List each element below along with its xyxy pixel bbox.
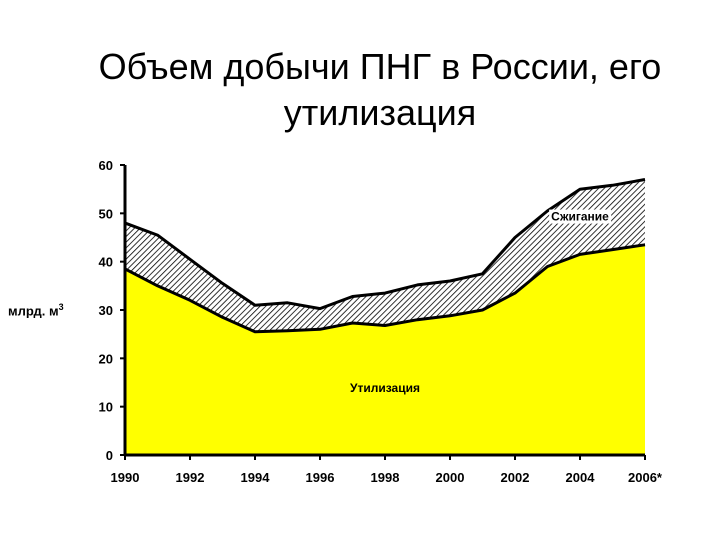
y-axis-label-superscript: 3 — [58, 302, 64, 312]
x-tick-label-1998: 1998 — [371, 470, 400, 485]
chart-title-line-1: Объем добычи ПНГ в России, его — [98, 46, 662, 87]
y-tick-label-30: 30 — [99, 303, 113, 318]
series-label-utilization: Утилизация — [350, 381, 420, 395]
x-tick-label-1992: 1992 — [176, 470, 205, 485]
x-tick-label-2004: 2004 — [566, 470, 596, 485]
y-tick-label-10: 10 — [99, 400, 113, 415]
x-tick-label-2000: 2000 — [436, 470, 465, 485]
flaring-area — [125, 179, 645, 332]
y-axis-label: млрд. м3 — [8, 302, 64, 318]
y-tick-label-20: 20 — [99, 351, 113, 366]
y-tick-label-60: 60 — [99, 158, 113, 173]
y-tick-label-50: 50 — [99, 206, 113, 221]
x-tick-label-2006*: 2006* — [628, 470, 663, 485]
y-tick-label-0: 0 — [106, 448, 113, 463]
x-tick-label-1994: 1994 — [241, 470, 271, 485]
total-line — [124, 178, 646, 311]
x-tick-label-1996: 1996 — [306, 470, 335, 485]
utilization-line — [124, 243, 646, 334]
x-tick-label-1990: 1990 — [111, 470, 140, 485]
utilization-area — [125, 244, 645, 455]
x-tick-label-2002: 2002 — [501, 470, 530, 485]
chart-title-line-2: утилизация — [283, 92, 477, 133]
series-label-flaring: Сжигание — [551, 210, 609, 224]
chart-title: Объем добычи ПНГ в России, его утилизаци… — [60, 44, 700, 136]
series-label-flaring-background — [549, 209, 612, 224]
y-axis-label-text: млрд. м — [8, 303, 59, 319]
y-tick-label-40: 40 — [99, 255, 113, 270]
